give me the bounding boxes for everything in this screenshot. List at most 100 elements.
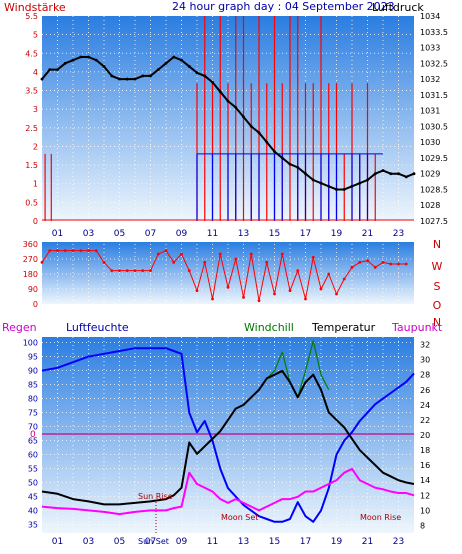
y-tick-label: 55 — [28, 465, 38, 474]
y-tick-label: 0.5 — [25, 198, 38, 207]
x-tick-label: 11 — [207, 537, 218, 547]
temperature-series — [41, 369, 415, 506]
y-tick-label: 1028.5 — [420, 185, 448, 194]
temperature-y-tick-labels: 32 30 28 26 24 22 20 18 16 14 12 10 8 — [420, 341, 430, 531]
pressure-point — [172, 55, 176, 59]
pressure-point — [257, 131, 261, 135]
y-tick-label: 20 — [420, 431, 430, 440]
direction-point — [273, 292, 276, 296]
pressure-point — [180, 58, 183, 62]
x-tick-label: 19 — [331, 229, 343, 239]
direction-point — [358, 260, 362, 264]
x-tick-label: 21 — [362, 537, 373, 547]
direction-point — [404, 262, 408, 266]
y-tick-label: 14 — [420, 476, 430, 485]
pressure-point — [412, 172, 416, 176]
pressure-point — [187, 65, 191, 68]
x-tick-label: 01 — [52, 229, 63, 239]
y-tick-label: 85 — [28, 381, 38, 390]
pressure-point — [118, 77, 121, 81]
x-tick-label: 03 — [83, 229, 94, 239]
pressure-point — [94, 58, 98, 62]
y-tick-label: 45 — [28, 493, 38, 502]
pressure-point — [280, 156, 284, 160]
regen-legend: Regen — [2, 321, 37, 334]
direction-series — [40, 249, 408, 303]
y-tick-label: 270 — [23, 255, 38, 264]
y-tick-label: 35 — [28, 521, 38, 530]
direction-point — [265, 260, 269, 264]
y-tick-label: 3 — [33, 105, 38, 114]
humidity-y-tick-labels: 100 95 90 85 80 75 70 65 60 55 50 45 40 35 — [23, 339, 38, 530]
pressure-point — [211, 80, 214, 84]
pressure-point — [71, 58, 75, 62]
direction-point — [234, 257, 238, 261]
y-tick-label: 1034 — [420, 12, 440, 21]
direction-point — [71, 249, 75, 253]
dewpoint-series — [41, 467, 415, 516]
direction-point — [56, 249, 59, 253]
pressure-point — [350, 184, 354, 188]
direction-point — [342, 277, 346, 281]
pressure-point — [149, 74, 152, 78]
x-tick-label: 07 — [145, 537, 156, 547]
pressure-point — [164, 61, 168, 65]
compass-label: N — [433, 316, 441, 329]
direction-point — [218, 252, 222, 256]
pressure-y-tick-labels: 1027.5 1028 1028.5 1029 1029.5 1030 1030.5 1031… — [420, 12, 448, 226]
x-tick-label: 13 — [238, 229, 249, 239]
pressure-point — [125, 77, 129, 81]
direction-point — [226, 285, 230, 289]
direction-point — [327, 272, 331, 276]
x-tick-label: 01 — [52, 537, 63, 547]
direction-point — [118, 269, 121, 273]
y-tick-label: 16 — [420, 461, 430, 470]
pressure-point — [40, 77, 44, 81]
direction-point — [319, 287, 323, 291]
pressure-point — [327, 184, 331, 188]
y-tick-label: 3.5 — [25, 87, 38, 96]
x-tick-label: 09 — [176, 537, 188, 547]
pressure-point — [141, 74, 145, 78]
pressure-point — [358, 181, 362, 185]
pressure-axis-title: Luftdruck — [372, 1, 424, 14]
pressure-point — [79, 55, 83, 59]
y-tick-label: 1028 — [420, 201, 440, 210]
pressure-point — [56, 68, 59, 72]
pressure-point — [296, 165, 300, 169]
direction-point — [296, 269, 300, 273]
pressure-point — [366, 178, 369, 182]
pressure-point — [273, 150, 276, 154]
pressure-point — [265, 140, 269, 144]
direction-point — [381, 260, 385, 264]
pressure-point — [218, 90, 222, 94]
direction-point — [87, 249, 90, 253]
direction-point — [63, 249, 67, 253]
y-tick-label: 90 — [28, 285, 38, 294]
direction-point — [110, 269, 114, 273]
pressure-point — [195, 71, 199, 75]
dewpoint-line — [41, 467, 415, 516]
x-tick-label: 23 — [393, 537, 404, 547]
wind-speed-axis-title: Windstärke — [4, 1, 66, 14]
pressure-point — [63, 61, 67, 65]
x-tick-label: 17 — [300, 229, 311, 239]
luftfeuchte-legend: Luftfeuchte — [66, 321, 129, 334]
y-tick-label: 1029 — [420, 170, 440, 179]
y-tick-label: 5.5 — [25, 12, 38, 21]
pressure-point — [226, 99, 230, 103]
y-tick-label: 28 — [420, 371, 430, 380]
x-tick-label: 05 — [114, 229, 125, 239]
y-tick-label: 1031.5 — [420, 91, 448, 100]
direction-point — [141, 269, 145, 273]
y-tick-label: 5 — [33, 31, 38, 40]
y-tick-label: 50 — [28, 479, 38, 488]
x-tick-label: 09 — [176, 229, 188, 239]
wind-x-tick-labels: 01 03 05 07 09 11 13 15 17 19 21 23 — [52, 229, 404, 239]
pressure-point — [389, 172, 393, 176]
pressure-point — [242, 115, 245, 119]
x-tick-label: 15 — [269, 537, 280, 547]
pressure-point — [397, 172, 400, 176]
